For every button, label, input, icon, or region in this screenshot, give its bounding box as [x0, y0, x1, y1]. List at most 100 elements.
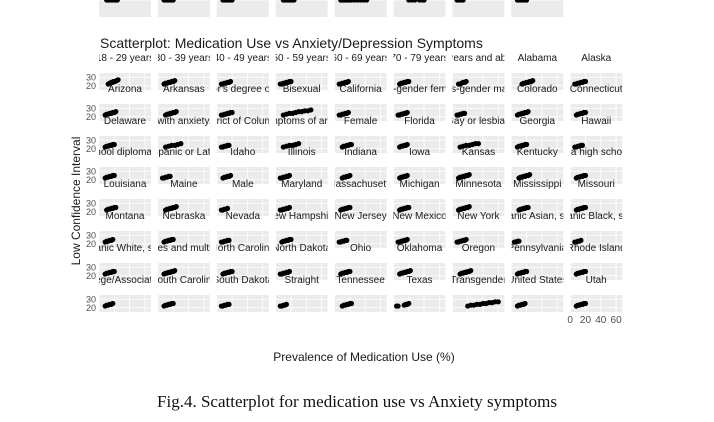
- facet-strip-label: 50 - 59 years: [273, 53, 331, 64]
- data-point: [404, 141, 410, 148]
- data-point: [527, 172, 533, 178]
- facet-kentucky: Kentucky: [510, 147, 564, 184]
- data-point: [462, 110, 468, 116]
- facet-alabama: Alabama: [510, 53, 564, 90]
- data-point: [523, 141, 530, 148]
- data-point: [113, 109, 119, 115]
- data-point: [348, 300, 355, 307]
- data-point: [291, 0, 297, 3]
- data-point: [582, 300, 589, 307]
- data-point: [111, 141, 117, 148]
- facet-50-59-years: 50 - 59 years: [273, 53, 331, 90]
- y-tick-label: 20: [86, 0, 96, 2]
- x-tick-label: 40: [595, 315, 607, 326]
- y-tick-label: 30: [86, 72, 96, 82]
- x-tick-label: 0: [96, 0, 102, 3]
- facet-united-states: United States: [507, 275, 567, 312]
- x-tick-label: 60: [375, 0, 387, 3]
- facet-male: Male: [216, 179, 269, 216]
- facet-strip-label: Pennsylvania: [508, 243, 568, 254]
- facet-strip-label: Louisiana: [104, 179, 147, 190]
- facet-strip-label: Cis-gender male: [442, 84, 516, 95]
- data-point: [110, 300, 116, 307]
- data-point: [523, 0, 530, 3]
- data-point: [582, 172, 589, 179]
- data-point: [172, 78, 178, 84]
- facet-strip-label: Colorado: [517, 84, 558, 95]
- x-tick-label: 40: [477, 0, 489, 3]
- facet-strip-label: South Dakota: [212, 275, 273, 286]
- facet-strip-label: Mississippi: [513, 179, 561, 190]
- facet-iowa: Iowa: [393, 147, 446, 184]
- facet-panel-background: [393, 295, 446, 312]
- data-point: [463, 78, 469, 85]
- y-tick-label: 30: [86, 294, 96, 304]
- data-point: [227, 172, 234, 179]
- facet-strip-label: North Dakota: [272, 243, 331, 254]
- data-point: [406, 204, 412, 211]
- facet-non-hispanic-asian-single-race: Non-Hispanic Asian, single race: [510, 211, 564, 248]
- data-point: [286, 172, 293, 179]
- facet-strip-label: Other races and multiple races: [116, 243, 252, 254]
- facet-strip-label: Kentucky: [517, 147, 558, 158]
- facet-pennsylvania: Pennsylvania: [508, 243, 568, 280]
- facet-arkansas: Arkansas: [157, 84, 210, 121]
- y-tick-label: 30: [86, 166, 96, 176]
- x-tick-label: 40: [183, 0, 195, 3]
- facet-maryland: Maryland: [275, 179, 328, 216]
- facet-indiana: Indiana: [334, 147, 387, 184]
- facet-district-of-columbia: District of Columbia: [216, 116, 269, 153]
- facet-strip-label: Ohio: [350, 243, 372, 254]
- data-point: [578, 237, 584, 243]
- facet-panel-background: [157, 0, 210, 17]
- facet-michigan: Michigan: [393, 179, 446, 216]
- facet-strip-label: Nevada: [226, 211, 261, 222]
- facet-strip-label: Male: [232, 179, 254, 190]
- data-point: [579, 142, 586, 148]
- facet-strip-label: Michigan: [399, 179, 439, 190]
- data-point: [110, 236, 116, 243]
- data-point: [463, 236, 469, 243]
- facet-nebraska: Nebraska: [157, 211, 210, 248]
- facet-non-hispanic-black-single-race: Non-Hispanic Black, single race: [569, 211, 623, 248]
- x-tick-label: 60: [316, 0, 328, 3]
- facet-strip-label: Tennessee: [336, 275, 385, 286]
- x-tick-label: 0: [450, 0, 456, 3]
- facet-strip-label: United States: [507, 275, 567, 286]
- facet-new-york: New York: [451, 211, 505, 248]
- data-point: [347, 172, 353, 179]
- figure-caption: Fig.4. Scatterplot for medication use vs…: [157, 392, 557, 411]
- facet-hispanic-or-latino: Hispanic or Latino: [157, 147, 210, 184]
- facet-strip-label: Oregon: [462, 243, 495, 254]
- facet-minnesota: Minnesota: [451, 179, 505, 216]
- data-point: [173, 109, 179, 115]
- facet-south-dakota: South Dakota: [212, 275, 273, 312]
- data-point: [345, 78, 351, 85]
- facet-ohio: Ohio: [334, 243, 387, 280]
- data-point: [111, 172, 117, 179]
- facet-strip-label: 40 - 49 years: [214, 53, 272, 64]
- data-point: [178, 141, 184, 147]
- facet-60-69-years: 60 - 69 years: [334, 53, 387, 90]
- x-tick-label: 20: [168, 0, 180, 3]
- facet-strip-label: New Mexico: [392, 211, 447, 222]
- y-tick-label: 20: [86, 207, 96, 217]
- data-point: [283, 301, 290, 307]
- facet-north-dakota: North Dakota: [272, 243, 331, 280]
- facet-straight: Straight: [275, 275, 328, 312]
- data-point: [227, 78, 234, 85]
- facet-virginia: Virginia0204060: [155, 0, 210, 17]
- facet-strip-label: Arkansas: [163, 84, 205, 95]
- facet-strip-label: California: [339, 84, 382, 95]
- data-point: [170, 236, 176, 243]
- facet-oklahoma: Oklahoma: [393, 243, 446, 280]
- facet-bachelor-s-degree-or-higher: Bachelor's degree or higher: [216, 84, 269, 121]
- data-point: [170, 0, 176, 3]
- facet-strip-label: Rhode Island: [567, 243, 626, 254]
- data-point: [113, 204, 119, 211]
- data-point: [582, 78, 589, 85]
- facet-panel-background: [393, 0, 446, 17]
